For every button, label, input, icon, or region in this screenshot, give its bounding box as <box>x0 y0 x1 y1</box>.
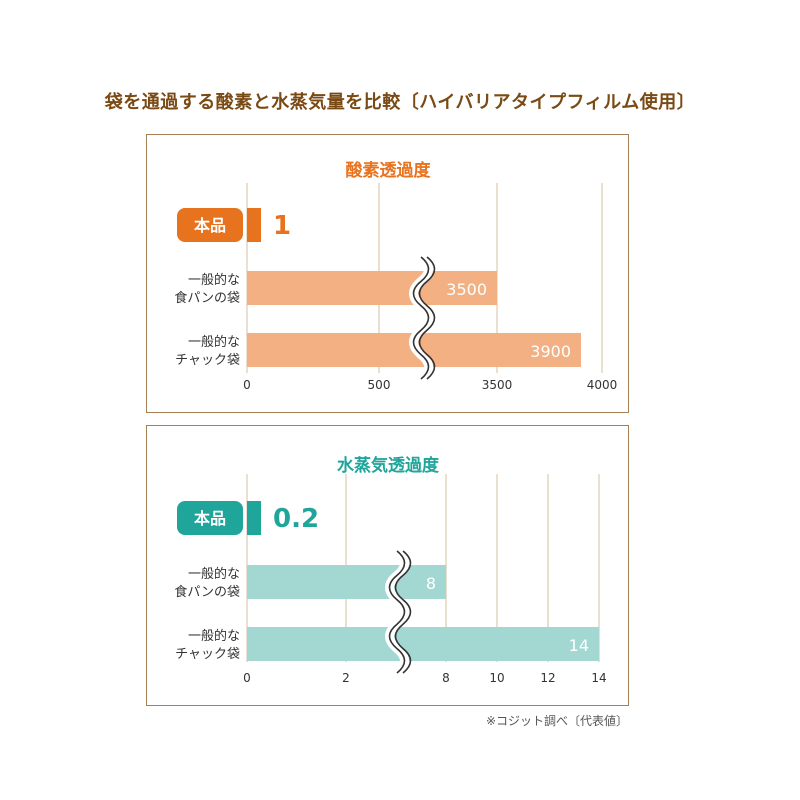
axis-break-line <box>388 550 406 674</box>
x-tick-label: 8 <box>442 671 450 685</box>
category-label: チャック袋 <box>175 647 240 662</box>
category-label: チャック袋 <box>175 353 240 368</box>
value-label: 8 <box>426 574 436 593</box>
axis-break-line <box>418 256 436 380</box>
category-label: 一般的な <box>188 628 240 644</box>
chart-title: 酸素透過度 <box>346 160 432 181</box>
bar <box>247 271 497 305</box>
bar <box>247 565 446 599</box>
value-label: 14 <box>569 636 589 655</box>
x-tick-label: 500 <box>368 378 391 392</box>
axis-break-line <box>394 550 412 674</box>
axis-break-line <box>412 256 430 380</box>
x-tick-label: 4000 <box>587 378 618 392</box>
x-tick-label: 3500 <box>482 378 513 392</box>
x-tick-label: 0 <box>243 378 251 392</box>
bar-product <box>247 501 261 535</box>
value-label: 3500 <box>446 280 487 299</box>
x-tick-label: 12 <box>540 671 555 685</box>
category-label: 一般的な <box>188 566 240 582</box>
bar <box>247 627 599 661</box>
x-tick-label: 0 <box>243 671 251 685</box>
value-label-product: 1 <box>273 211 291 241</box>
main-title: 袋を通過する酸素と水蒸気量を比較〔ハイバリアタイプフィルム使用〕 <box>104 92 696 113</box>
category-label: 食パンの袋 <box>174 584 240 600</box>
bar-product <box>247 208 261 242</box>
x-tick-label: 14 <box>591 671 606 685</box>
footnote: ※コジット調べ〔代表値〕 <box>485 714 628 728</box>
water-vapor-chart-panel: 水蒸気透過度 0 2 8 10 12 14 本品 0.2 一般的な 食パンの袋 8 一般的な チャック袋 1… <box>146 425 629 706</box>
category-label: 本品 <box>194 216 226 235</box>
chart-title: 水蒸気透過度 <box>337 455 440 476</box>
category-label: 食パンの袋 <box>174 290 240 306</box>
category-label: 一般的な <box>188 272 240 288</box>
category-label: 本品 <box>194 509 226 528</box>
value-label: 3900 <box>530 342 571 361</box>
oxygen-chart-panel: 酸素透過度 0 500 3500 4000 本品 1 一般的な 食パンの袋 3500 一般的な チャッ… <box>146 134 629 413</box>
value-label-product: 0.2 <box>273 504 319 534</box>
category-label: 一般的な <box>188 334 240 350</box>
product-badge <box>177 208 243 242</box>
x-tick-label: 10 <box>489 671 504 685</box>
product-badge <box>177 501 243 535</box>
x-tick-label: 2 <box>342 671 350 685</box>
